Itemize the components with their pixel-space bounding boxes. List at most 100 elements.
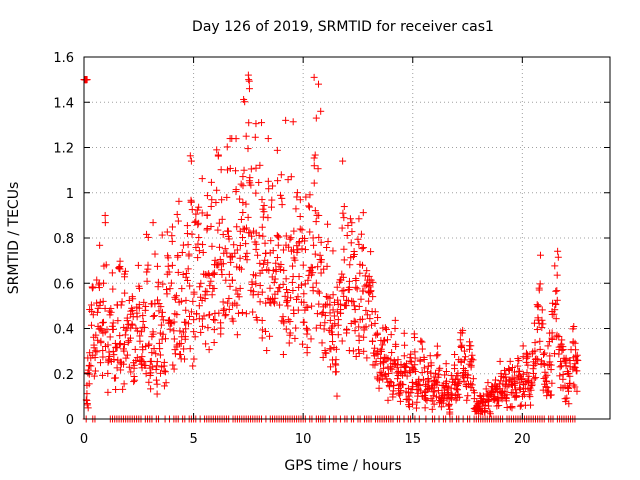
data-point [282,275,290,283]
data-point [261,239,269,247]
data-point [399,381,407,389]
data-point [313,310,321,318]
data-point [541,349,549,357]
data-point [312,279,320,287]
data-point [112,374,120,382]
data-point [182,296,190,304]
data-point [242,240,250,248]
data-point [274,288,282,296]
data-point [329,291,337,299]
data-point [91,367,99,375]
data-point [554,247,562,255]
data-point [331,360,339,368]
data-point [439,392,447,400]
data-point [430,400,438,408]
data-point [97,325,105,333]
data-point [332,345,340,353]
data-point [252,240,260,248]
data-point [89,311,97,319]
data-point [371,308,379,316]
data-point [272,267,280,275]
data-point [410,366,418,374]
x-tick-label: 10 [295,432,312,447]
data-point [546,358,554,366]
data-point [209,284,217,292]
data-point [141,324,149,332]
data-point [375,376,383,384]
data-point [198,315,206,323]
x-tick-label: 20 [514,432,531,447]
data-point [153,362,161,370]
data-point [267,237,275,245]
data-point [456,378,464,386]
data-point [309,287,317,295]
data-point [157,321,165,329]
data-point [467,342,475,350]
data-point [407,350,415,358]
data-point [91,354,99,362]
data-point [310,179,318,187]
data-point [345,277,353,285]
data-point [306,228,314,236]
data-point [260,201,268,209]
data-point [277,260,285,268]
data-point [168,232,176,240]
data-point [143,268,151,276]
y-tick-label: 1.2 [53,142,74,157]
data-point [182,325,190,333]
data-point [128,320,136,328]
data-point [350,248,358,256]
data-point [418,369,426,377]
data-point [508,403,516,411]
data-point [311,151,319,159]
data-point [217,166,225,174]
data-point [121,270,129,278]
data-point [391,324,399,332]
data-point [356,269,364,277]
data-point [216,243,224,251]
data-point [223,249,231,257]
data-point [105,307,113,315]
data-point [181,335,189,343]
data-point [168,261,176,269]
data-point [142,370,150,378]
data-point [447,384,455,392]
data-point [130,373,138,381]
data-point [143,230,151,238]
data-point [543,378,551,386]
data-point [371,361,379,369]
data-point [252,189,260,197]
data-point [342,302,350,310]
data-point [233,301,241,309]
data-point [310,162,318,170]
data-point [416,382,424,390]
data-point [548,379,556,387]
data-point [219,298,227,306]
data-point [284,289,292,297]
data-point [181,355,189,363]
data-point [293,193,301,201]
data-point [436,364,444,372]
data-point [273,231,281,239]
data-point [572,356,580,364]
data-point [278,194,286,202]
data-point [283,298,291,306]
data-point [311,207,319,215]
data-point [218,196,226,204]
data-point [506,357,514,365]
data-point [158,231,166,239]
data-point [501,387,509,395]
data-point [212,199,220,207]
data-point [300,298,308,306]
data-point [421,404,429,412]
data-point [430,388,438,396]
data-point [190,328,198,336]
data-point [315,211,323,219]
data-point [236,195,244,203]
data-point [418,345,426,353]
data-point [93,348,101,356]
data-point [228,276,236,284]
data-point [242,224,250,232]
data-point [289,286,297,294]
data-point [519,370,527,378]
